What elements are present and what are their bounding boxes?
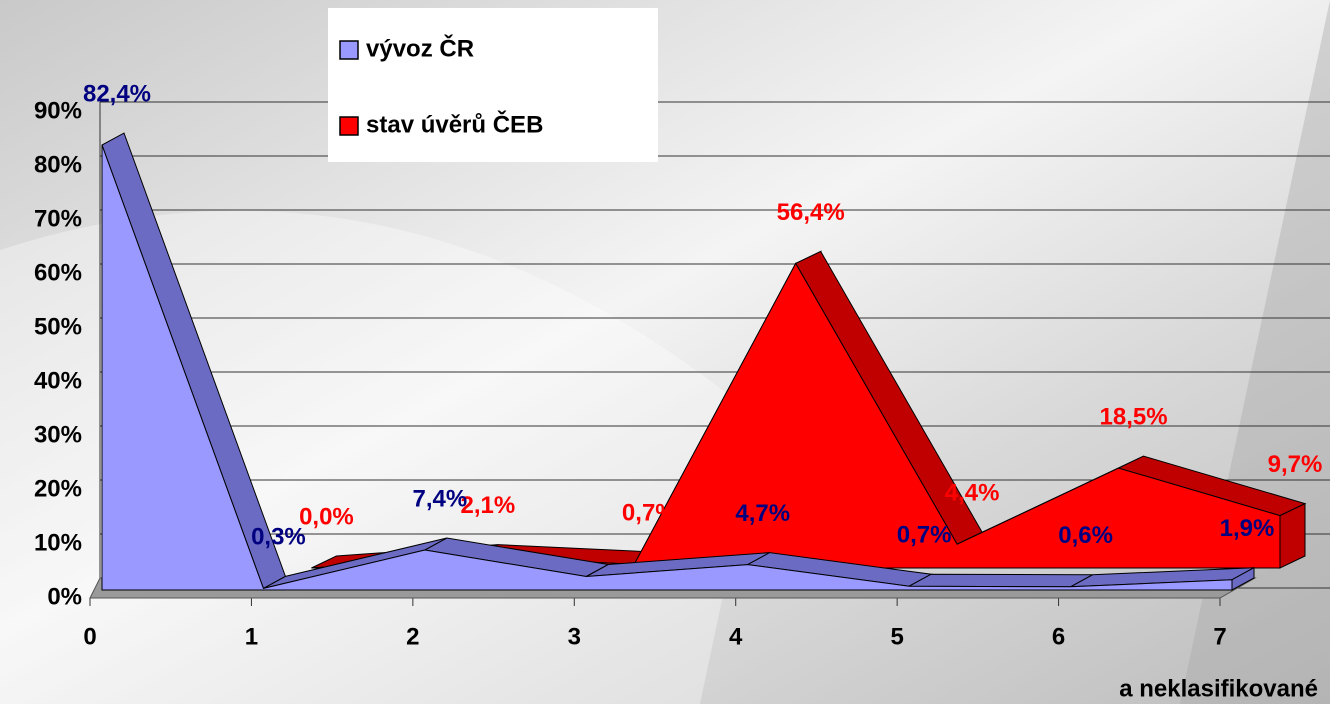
y-tick-label: 20% <box>34 475 82 502</box>
x-tick-label: 7 <box>1213 623 1226 650</box>
y-tick-label: 80% <box>34 151 82 178</box>
x-tick-label: 1 <box>245 623 258 650</box>
legend-label: stav úvěrů ČEB <box>366 110 543 138</box>
data-label: 4,7% <box>735 500 790 527</box>
y-tick-label: 40% <box>34 367 82 394</box>
y-tick-label: 70% <box>34 205 82 232</box>
data-label: 0,0% <box>299 503 354 530</box>
x-tick-label: 4 <box>729 623 743 650</box>
legend-label: vývoz ČR <box>366 34 474 62</box>
x-note: a neklasifikované <box>1119 675 1318 702</box>
y-tick-label: 30% <box>34 421 82 448</box>
y-tick-label: 10% <box>34 529 82 556</box>
y-tick-label: 50% <box>34 313 82 340</box>
data-label: 7,4% <box>413 485 468 512</box>
legend-box <box>328 8 658 162</box>
y-tick-label: 0% <box>47 583 82 610</box>
data-label: 82,4% <box>83 80 151 107</box>
x-tick-label: 0 <box>83 623 96 650</box>
x-tick-label: 6 <box>1052 623 1065 650</box>
x-tick-label: 3 <box>568 623 581 650</box>
legend-swatch <box>339 116 359 136</box>
data-label: 0,7% <box>897 522 952 549</box>
data-label: 1,9% <box>1220 515 1275 542</box>
legend-swatch <box>339 40 359 60</box>
y-tick-label: 60% <box>34 259 82 286</box>
x-tick-label: 2 <box>406 623 419 650</box>
data-label: 9,7% <box>1268 451 1323 478</box>
data-label: 18,5% <box>1100 403 1168 430</box>
x-tick-label: 5 <box>890 623 903 650</box>
data-label: 4,4% <box>945 480 1000 507</box>
ribbon-top <box>908 573 1093 588</box>
area <box>101 144 1233 591</box>
data-label: 0,7% <box>622 500 677 527</box>
data-label: 56,4% <box>777 199 845 226</box>
y-tick-label: 90% <box>34 97 82 124</box>
data-label: 0,3% <box>251 524 306 551</box>
ribbon-side <box>1279 502 1306 569</box>
data-label: 2,1% <box>461 492 516 519</box>
data-label: 0,6% <box>1058 522 1113 549</box>
